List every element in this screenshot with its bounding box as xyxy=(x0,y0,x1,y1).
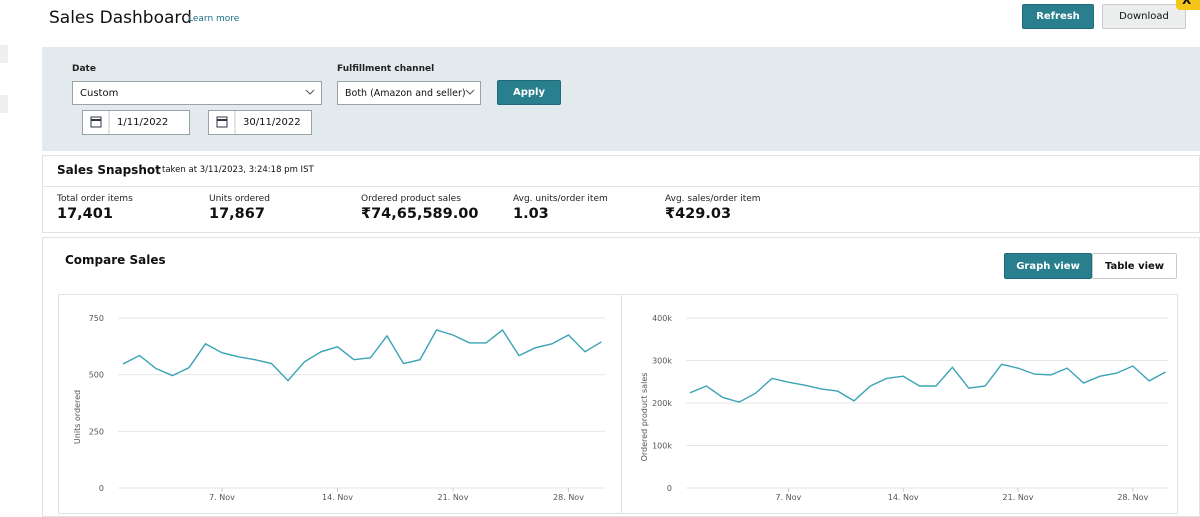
x-tick-label: 7. Nov xyxy=(209,493,235,502)
metric-label: Avg. units/order item xyxy=(513,194,608,204)
x-tick-label: 21. Nov xyxy=(1003,493,1034,502)
metric-label: Units ordered xyxy=(209,194,270,204)
channel-value: Both (Amazon and seller) xyxy=(345,87,466,99)
y-tick-label: 0 xyxy=(99,484,104,493)
date-range-select[interactable]: Custom xyxy=(72,81,322,105)
download-button[interactable]: Download xyxy=(1102,4,1186,29)
y-axis-label: Ordered product sales xyxy=(640,373,649,462)
line xyxy=(122,328,602,382)
start-date: 1/11/2022 xyxy=(117,117,169,128)
y-tick-label: 750 xyxy=(89,314,104,323)
chevron xyxy=(465,89,475,95)
apply-button[interactable]: Apply xyxy=(497,80,561,105)
units-chart: 0 250 500 750 7. Nov 14. Nov 21. Nov 28. Nov Uni… xyxy=(73,314,605,502)
end-date: 30/11/2022 xyxy=(243,117,301,128)
y-tick-label: 300k xyxy=(652,357,672,366)
metric-value: 17,401 xyxy=(57,206,113,222)
page-title: Sales Dashboard xyxy=(49,8,192,28)
calendar-icons xyxy=(90,111,110,134)
graph-view-toggle[interactable]: Graph view xyxy=(1004,253,1092,279)
metric-value: 17,867 xyxy=(209,206,265,222)
metric-value: ₹429.03 xyxy=(665,206,732,222)
refresh-button[interactable]: Refresh xyxy=(1022,4,1094,29)
x-tick-label: 14. Nov xyxy=(322,493,353,502)
chevron xyxy=(305,89,315,95)
y-tick-label: 500 xyxy=(89,371,104,380)
x-tick-label: 28. Nov xyxy=(1117,493,1148,502)
line xyxy=(689,363,1166,403)
metric-value: 1.03 xyxy=(513,206,549,222)
y-tick-label: 100k xyxy=(652,442,672,451)
metric-label: Avg. sales/order item xyxy=(665,194,761,204)
end-date-input[interactable]: 30/11/2022 xyxy=(208,110,312,135)
y-tick-label: 0 xyxy=(667,484,672,493)
y-tick-label: 250 xyxy=(89,427,104,436)
metric-label: Total order items xyxy=(57,194,133,204)
metric-value: ₹74,65,589.00 xyxy=(361,206,479,222)
rail-item xyxy=(0,95,8,113)
x-tick-label: 21. Nov xyxy=(438,493,469,502)
calendar-icon xyxy=(216,111,236,134)
x-tick-label: 7. Nov xyxy=(776,493,802,502)
rail-item xyxy=(0,45,8,63)
x-tick-label: 28. Nov xyxy=(553,493,584,502)
y-tick-label: 400k xyxy=(652,314,672,323)
start-date-input[interactable]: 1/11/2022 xyxy=(82,110,190,135)
metric-label: Ordered product sales xyxy=(361,194,461,204)
channel-select[interactable]: Both (Amazon and seller) xyxy=(337,81,481,105)
snapshot-title: Sales Snapshot xyxy=(57,163,161,177)
compare-title: Compare Sales xyxy=(65,253,166,267)
learn-more-link[interactable]: Learn more xyxy=(188,14,240,24)
date-label: Date xyxy=(72,64,96,74)
divider xyxy=(42,186,1200,187)
date-range-value: Custom xyxy=(80,87,119,99)
sales-chart: 0 100k 200k 300k 400k 7. Nov 14. Nov 21. Nov 28.… xyxy=(640,314,1168,502)
y-tick-label: 200k xyxy=(652,399,672,408)
table-view-toggle[interactable]: Table view xyxy=(1092,253,1177,279)
y-axis-label: Units ordered xyxy=(73,390,82,444)
snapshot-timestamp: taken at 3/11/2023, 3:24:18 pm IST xyxy=(162,165,314,175)
x-tick-label: 14. Nov xyxy=(888,493,919,502)
channel-label: Fulfillment channel xyxy=(337,64,435,74)
close-badge[interactable]: X xyxy=(1176,0,1200,10)
